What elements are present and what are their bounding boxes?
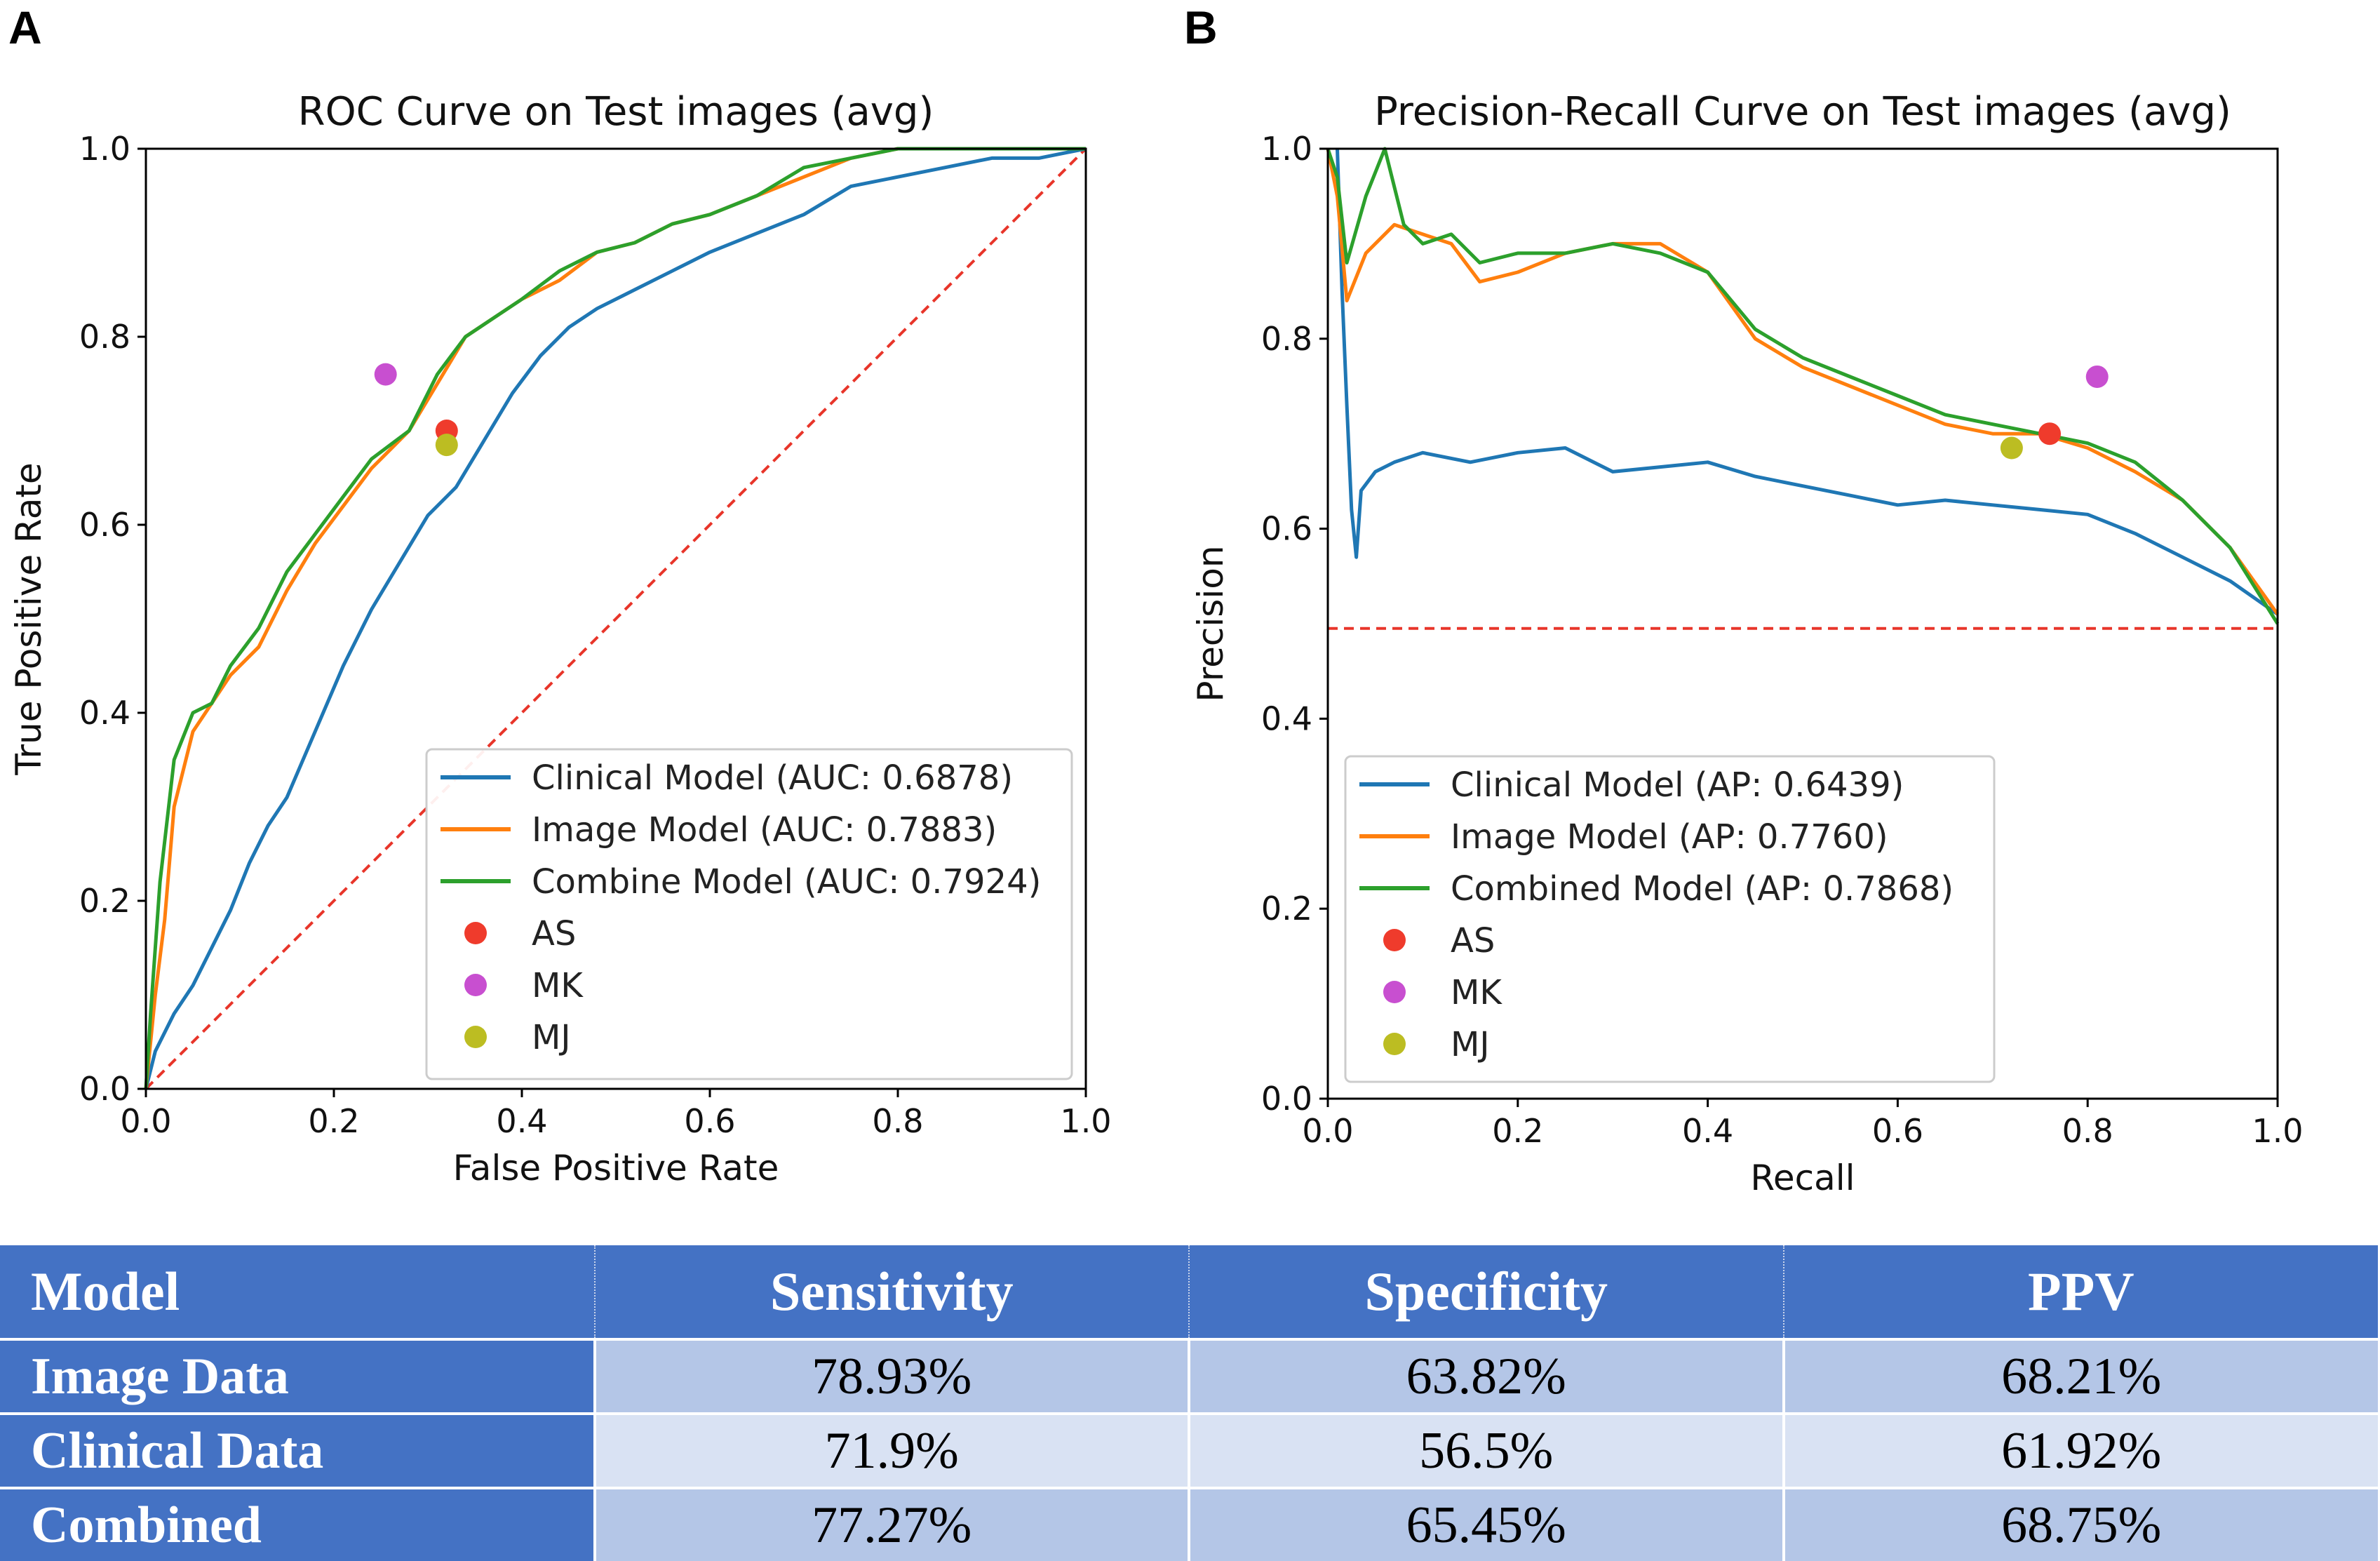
legend-label-mk: MK bbox=[1451, 973, 1502, 1012]
y-tick-label: 1.0 bbox=[1261, 130, 1312, 168]
legend-marker-mj bbox=[464, 1026, 487, 1048]
y-tick-label: 0.0 bbox=[79, 1070, 130, 1108]
x-tick-label: 0.2 bbox=[1492, 1112, 1543, 1150]
y-tick-label: 0.4 bbox=[1261, 699, 1312, 737]
figure: A B ROC Curve on Test images (avg) 0.0 0.2… bbox=[8, 1, 2304, 1198]
x-tick-label: 0.2 bbox=[308, 1102, 359, 1140]
sensitivity-cell: 77.27% bbox=[593, 1487, 1189, 1561]
y-tick-label: 1.0 bbox=[79, 130, 130, 168]
series-line-image bbox=[1326, 148, 2280, 615]
panel-label-b: B bbox=[1184, 1, 1218, 53]
y-tick-label: 0.8 bbox=[79, 318, 130, 356]
x-axis-label: Recall bbox=[1750, 1158, 1855, 1198]
legend-label-as: AS bbox=[1451, 921, 1495, 960]
header-sensitivity: Sensitivity bbox=[593, 1245, 1189, 1339]
precision-recall-chart: Precision-Recall Curve on Test images (a… bbox=[1190, 89, 2304, 1198]
legend-marker-as bbox=[1383, 929, 1406, 951]
legend-label-mj: MJ bbox=[1451, 1025, 1490, 1064]
legend-box bbox=[425, 748, 1073, 1080]
x-tick-label: 1.0 bbox=[1060, 1102, 1111, 1140]
y-axis-label: True Positive Rate bbox=[8, 462, 49, 775]
table-header-row: Model Sensitivity Specificity PPV bbox=[0, 1245, 2378, 1339]
row-label: Combined bbox=[0, 1487, 595, 1561]
table-row: Clinical Data 71.9% 56.5% 61.92% bbox=[0, 1412, 2378, 1488]
series-line-combined bbox=[144, 147, 1086, 1090]
y-tick-label: 0.8 bbox=[1261, 320, 1312, 358]
panel-label-a: A bbox=[8, 1, 42, 53]
metrics-table: Model Sensitivity Specificity PPV Image … bbox=[0, 1245, 2378, 1561]
x-tick-label: 0.6 bbox=[1872, 1112, 1923, 1150]
point-mj bbox=[435, 434, 458, 457]
chart-title: ROC Curve on Test images (avg) bbox=[298, 89, 934, 135]
chart-title: Precision-Recall Curve on Test images (a… bbox=[1374, 89, 2231, 135]
ppv-cell: 68.75% bbox=[1782, 1487, 2378, 1561]
y-tick-label: 0.6 bbox=[79, 506, 130, 544]
legend-label-combined: Combine Model (AUC: 0.7924) bbox=[532, 862, 1041, 902]
point-as bbox=[2038, 422, 2062, 445]
x-tick-label: 1.0 bbox=[2252, 1112, 2303, 1150]
x-tick-label: 0.4 bbox=[1682, 1112, 1733, 1150]
y-axis-label: Precision bbox=[1190, 545, 1231, 702]
series-line-clinical bbox=[1336, 148, 2279, 616]
legend-marker-mk bbox=[1383, 981, 1406, 1003]
ppv-cell: 68.21% bbox=[1782, 1338, 2378, 1414]
x-tick-label: 0.0 bbox=[1302, 1112, 1353, 1150]
point-mj bbox=[2000, 436, 2023, 460]
x-tick-label: 0.4 bbox=[496, 1102, 547, 1140]
baseline-line bbox=[144, 147, 1087, 1090]
point-mk bbox=[374, 363, 397, 386]
specificity-cell: 63.82% bbox=[1188, 1338, 1784, 1414]
legend-marker-mj bbox=[1383, 1033, 1406, 1055]
plot-frame bbox=[1326, 147, 2279, 1100]
header-specificity: Specificity bbox=[1188, 1245, 1784, 1339]
x-tick-label: 0.8 bbox=[872, 1102, 923, 1140]
y-tick-label: 0.6 bbox=[1261, 510, 1312, 548]
legend-label-image: Image Model (AUC: 0.7883) bbox=[532, 810, 997, 850]
ppv-cell: 61.92% bbox=[1782, 1412, 2378, 1488]
row-label: Image Data bbox=[0, 1338, 595, 1414]
table-row: Image Data 78.93% 63.82% 68.21% bbox=[0, 1338, 2378, 1414]
y-tick-label: 0.4 bbox=[79, 694, 130, 732]
legend-label-image: Image Model (AP: 0.7760) bbox=[1451, 817, 1888, 857]
table-row: Combined 77.27% 65.45% 68.75% bbox=[0, 1487, 2378, 1561]
legend: Clinical Model (AUC: 0.6878) Image Model … bbox=[425, 748, 1073, 1080]
roc-chart: ROC Curve on Test images (avg) 0.0 0.2 0.4 0… bbox=[8, 89, 1112, 1188]
x-tick-label: 0.0 bbox=[120, 1102, 171, 1140]
y-tick-label: 0.0 bbox=[1261, 1080, 1312, 1118]
row-label: Clinical Data bbox=[0, 1412, 595, 1488]
x-axis-label: False Positive Rate bbox=[453, 1148, 779, 1188]
sensitivity-cell: 78.93% bbox=[593, 1338, 1189, 1414]
x-tick-label: 0.8 bbox=[2062, 1112, 2113, 1150]
legend-box bbox=[1344, 755, 1996, 1083]
legend-marker-as bbox=[464, 922, 487, 944]
x-tick-label: 0.6 bbox=[684, 1102, 735, 1140]
legend-marker-mk bbox=[464, 974, 487, 996]
point-mk bbox=[2085, 365, 2109, 388]
legend-label-mk: MK bbox=[532, 966, 584, 1005]
sensitivity-cell: 71.9% bbox=[593, 1412, 1189, 1488]
legend-label-combined: Combined Model (AP: 0.7868) bbox=[1451, 869, 1954, 909]
legend: Clinical Model (AP: 0.6439) Image Model (… bbox=[1344, 755, 1996, 1083]
specificity-cell: 65.45% bbox=[1188, 1487, 1784, 1561]
legend-label-clinical: Clinical Model (AUC: 0.6878) bbox=[532, 758, 1013, 798]
y-tick-label: 0.2 bbox=[79, 882, 130, 920]
legend-label-clinical: Clinical Model (AP: 0.6439) bbox=[1451, 765, 1904, 805]
series-line-combined bbox=[1326, 147, 2280, 625]
series-line-clinical bbox=[144, 147, 1087, 1090]
specificity-cell: 56.5% bbox=[1188, 1412, 1784, 1488]
y-tick-label: 0.2 bbox=[1261, 890, 1312, 927]
legend-label-as: AS bbox=[532, 914, 576, 953]
header-model: Model bbox=[0, 1245, 595, 1339]
plot-frame bbox=[144, 147, 1087, 1090]
header-ppv: PPV bbox=[1782, 1245, 2378, 1339]
legend-label-mj: MJ bbox=[532, 1018, 571, 1057]
